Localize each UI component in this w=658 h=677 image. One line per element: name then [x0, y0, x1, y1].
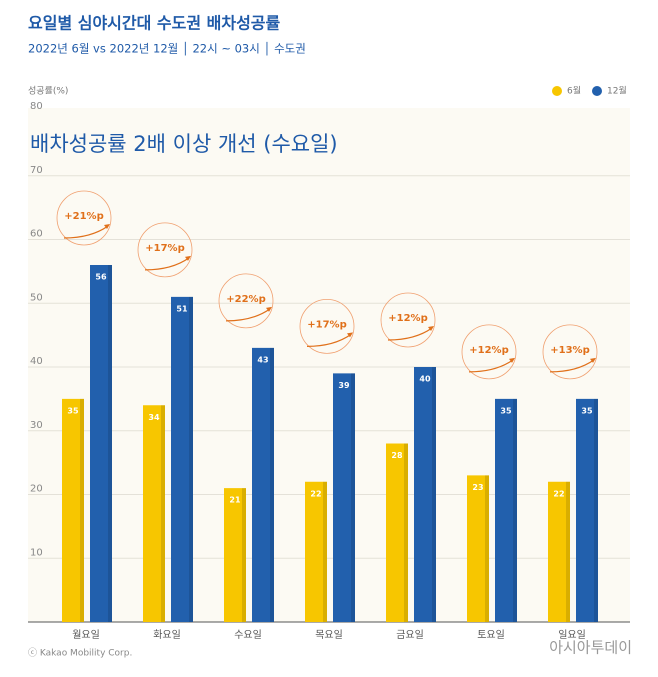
y-tick-label: 20: [30, 484, 43, 495]
annotation-arrowhead: [347, 332, 353, 338]
data-label: 21: [229, 496, 241, 505]
bar: [386, 443, 408, 622]
annotation: +13%p: [550, 345, 589, 356]
bar: [333, 373, 355, 622]
annotation-circle: [137, 222, 193, 278]
bar-shade: [323, 481, 327, 622]
data-label: 43: [257, 355, 268, 364]
annotation: +22%p: [226, 294, 265, 305]
data-label: 39: [338, 381, 350, 390]
data-label: 22: [310, 489, 321, 498]
bar-shade: [351, 373, 355, 622]
y-tick-label: 50: [30, 292, 43, 303]
data-label: 40: [419, 375, 431, 384]
y-tick-label: 80: [30, 101, 43, 112]
plot-background: [28, 108, 630, 622]
data-label: 35: [581, 406, 593, 415]
legend-label: 6월: [567, 85, 581, 97]
data-label: 56: [95, 273, 107, 282]
x-tick-label: 화요일: [153, 629, 181, 641]
x-tick-label: 수요일: [234, 629, 262, 641]
bar: [467, 475, 489, 622]
bar-shade: [242, 488, 246, 622]
annotation: +17%p: [307, 319, 346, 330]
y-tick-label: 60: [30, 229, 43, 240]
annotation-arrowhead: [104, 224, 110, 229]
watermark: 아시아투데이: [549, 639, 632, 657]
bar-shade: [485, 475, 489, 622]
data-label: 35: [500, 406, 512, 415]
annotation-circle: [461, 324, 517, 380]
bar: [90, 265, 112, 622]
y-tick-label: 10: [30, 547, 43, 558]
y-tick-label: 70: [30, 165, 43, 176]
bar: [171, 296, 193, 622]
bar-shade: [566, 481, 570, 622]
chart-subtitle: 2022년 6월 vs 2022년 12월 │ 22시 ~ 03시 │ 수도권: [28, 42, 306, 56]
bar-shade: [404, 443, 408, 622]
bar-shade: [108, 265, 112, 622]
x-tick-label: 일요일: [558, 629, 586, 641]
annotation-arrowhead: [509, 357, 515, 363]
data-label: 51: [176, 304, 188, 313]
bar-shade: [594, 398, 598, 622]
annotation-circle: [299, 298, 355, 354]
bar: [305, 481, 327, 622]
annotation-arrow: [306, 333, 352, 347]
annotation: +12%p: [388, 313, 427, 324]
bar: [62, 398, 84, 622]
annotation-arrowhead: [185, 255, 191, 261]
bar-shade: [80, 398, 84, 622]
y-axis-label: 성공률(%): [28, 86, 68, 97]
annotation-arrow: [468, 359, 514, 373]
y-tick-label: 40: [30, 356, 43, 367]
annotation-arrow: [144, 257, 190, 271]
legend-swatch: [552, 86, 562, 96]
annotation: +12%p: [469, 345, 508, 356]
bar: [143, 405, 165, 622]
bar-shade: [432, 367, 436, 622]
bar: [414, 367, 436, 622]
x-tick-label: 금요일: [396, 629, 424, 641]
bar-shade: [161, 405, 165, 622]
annotation-arrow: [225, 308, 271, 322]
bar: [548, 481, 570, 622]
bar: [495, 398, 517, 622]
chart-title: 요일별 심야시간대 수도권 배차성공률: [28, 14, 281, 33]
data-label: 23: [472, 483, 483, 492]
annotation-circle: [218, 273, 274, 329]
data-label: 34: [148, 413, 160, 422]
bar: [224, 488, 246, 622]
legend-swatch: [592, 86, 602, 96]
legend-label: 12월: [607, 85, 627, 97]
annotation-circle: [56, 190, 112, 246]
annotation-arrow: [63, 225, 109, 239]
annotation-arrowhead: [590, 357, 596, 363]
bar-shade: [189, 296, 193, 622]
x-tick-label: 토요일: [477, 629, 505, 641]
annotation-arrow: [387, 327, 433, 341]
annotation-arrowhead: [266, 306, 272, 312]
data-label: 35: [67, 406, 79, 415]
bar: [576, 398, 598, 622]
bar-shade: [270, 347, 274, 622]
annotation-arrowhead: [428, 326, 434, 331]
y-tick-label: 30: [30, 420, 43, 431]
annotation-circle: [542, 324, 598, 380]
x-tick-label: 목요일: [315, 629, 343, 641]
annotation-circle: [380, 292, 436, 348]
data-label: 28: [391, 451, 403, 460]
bar: [252, 347, 274, 622]
source: ⓒ Kakao Mobility Corp.: [28, 648, 132, 659]
annotation: +21%p: [64, 211, 103, 222]
x-tick-label: 월요일: [72, 629, 100, 641]
annotation-arrow: [549, 359, 595, 373]
annotation: +17%p: [145, 243, 184, 254]
headline: 배차성공률 2배 이상 개선 (수요일): [30, 132, 338, 156]
data-label: 22: [553, 489, 564, 498]
bar-shade: [513, 398, 517, 622]
